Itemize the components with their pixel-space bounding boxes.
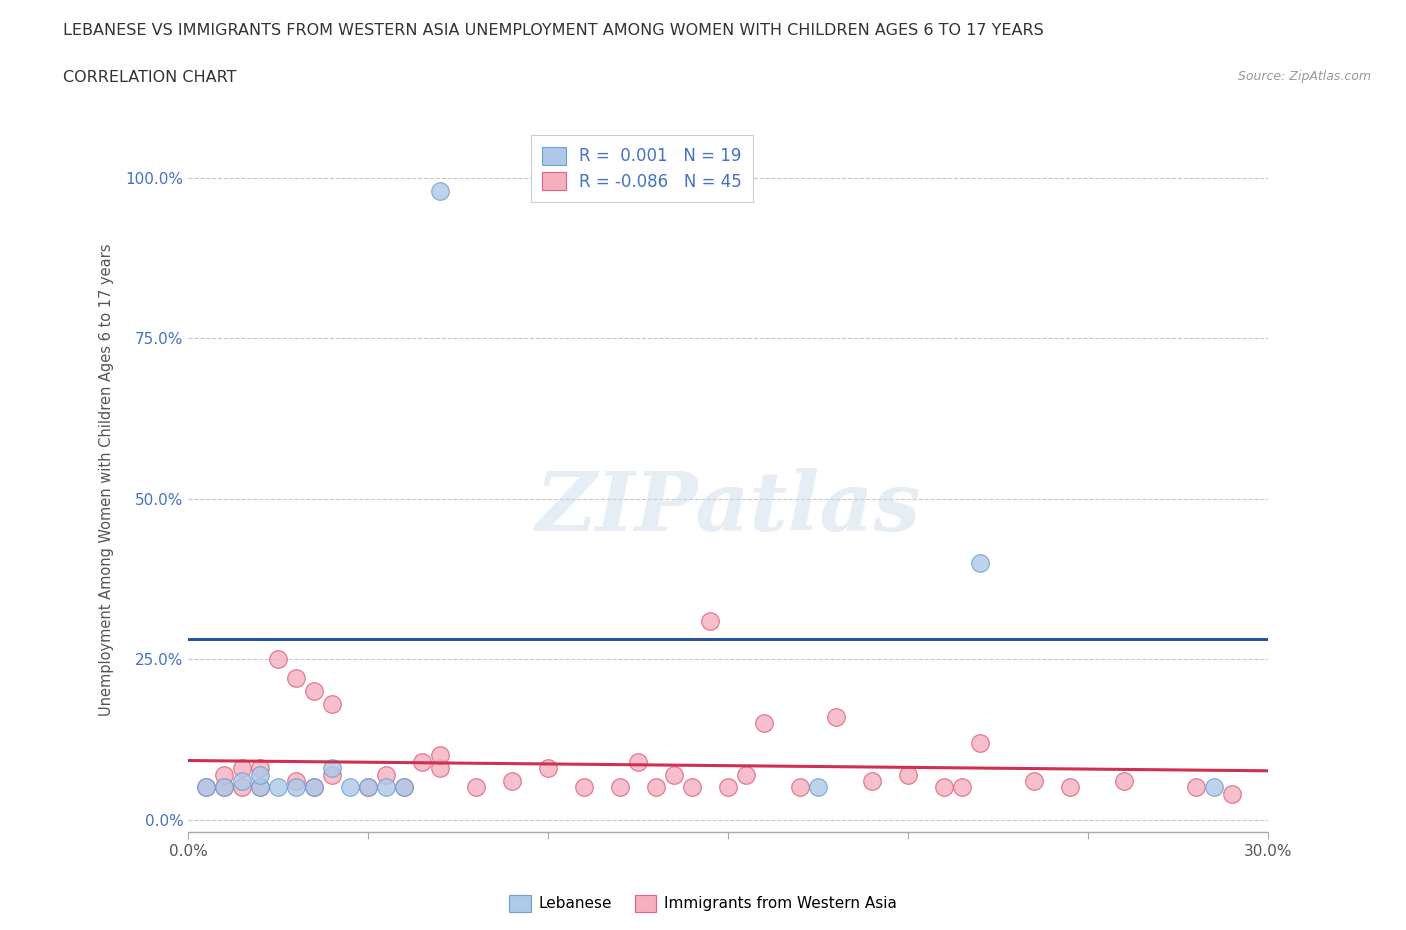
Point [429,748,451,763]
Point [214,780,236,795]
Point [375,767,398,782]
Point [1204,780,1226,795]
Point [231,761,253,776]
Point [969,735,991,750]
Point [717,183,740,198]
Point [664,767,686,782]
Point [195,780,218,795]
Point [789,780,811,795]
Point [429,183,451,198]
Text: ZIPatlas: ZIPatlas [536,468,921,548]
Point [807,780,830,795]
Point [465,780,488,795]
Point [285,671,308,685]
Legend: Lebanese, Immigrants from Western Asia: Lebanese, Immigrants from Western Asia [503,889,903,918]
Point [717,780,740,795]
Point [645,780,668,795]
Point [501,774,523,789]
Point [249,780,271,795]
Point [357,780,380,795]
Point [304,780,326,795]
Point [699,613,721,628]
Point [735,767,758,782]
Point [537,761,560,776]
Point [231,774,253,789]
Point [304,780,326,795]
Point [285,780,308,795]
Point [950,780,973,795]
Point [897,767,920,782]
Y-axis label: Unemployment Among Women with Children Ages 6 to 17 years: Unemployment Among Women with Children A… [100,244,114,716]
Point [321,767,343,782]
Point [249,780,271,795]
Point [1059,780,1081,795]
Point [1185,780,1208,795]
Point [375,780,398,795]
Legend: R =  0.001   N = 19, R = -0.086   N = 45: R = 0.001 N = 19, R = -0.086 N = 45 [530,135,754,202]
Point [537,183,560,198]
Point [934,780,956,795]
Point [574,780,596,795]
Point [339,780,361,795]
Point [321,761,343,776]
Text: Source: ZipAtlas.com: Source: ZipAtlas.com [1237,70,1371,83]
Point [267,652,290,667]
Point [285,774,308,789]
Point [394,780,416,795]
Point [214,767,236,782]
Point [609,780,631,795]
Point [304,684,326,698]
Point [214,780,236,795]
Point [231,780,253,795]
Point [860,774,883,789]
Point [969,555,991,570]
Text: LEBANESE VS IMMIGRANTS FROM WESTERN ASIA UNEMPLOYMENT AMONG WOMEN WITH CHILDREN : LEBANESE VS IMMIGRANTS FROM WESTERN ASIA… [63,23,1045,38]
Point [249,761,271,776]
Text: CORRELATION CHART: CORRELATION CHART [63,70,236,85]
Point [357,780,380,795]
Point [411,754,433,769]
Point [825,710,848,724]
Point [267,780,290,795]
Point [1114,774,1136,789]
Point [627,754,650,769]
Point [394,780,416,795]
Point [754,716,776,731]
Point [321,697,343,711]
Point [1024,774,1046,789]
Point [195,780,218,795]
Point [1220,787,1243,802]
Point [429,761,451,776]
Point [681,780,703,795]
Point [249,767,271,782]
